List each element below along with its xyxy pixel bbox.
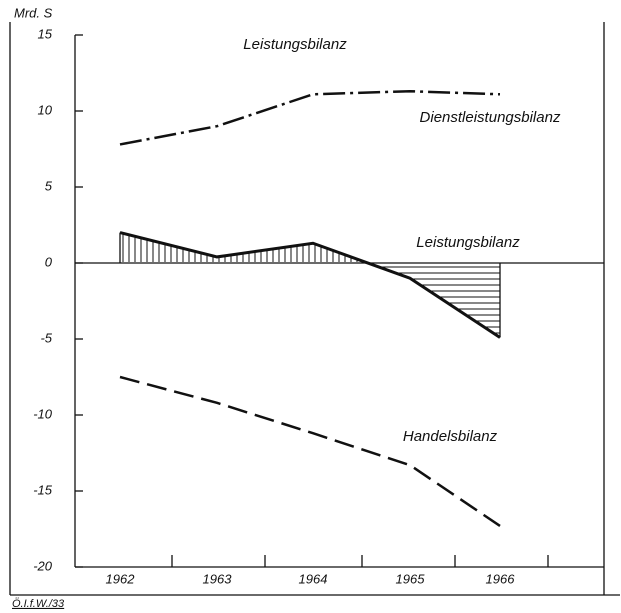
- series-label: Handelsbilanz: [403, 428, 498, 445]
- y-tick-label: -10: [33, 406, 53, 421]
- y-tick-label: -15: [33, 482, 53, 497]
- hatch-negative: [120, 262, 500, 338]
- y-tick-label: -20: [33, 558, 53, 573]
- x-tick-label: 1963: [203, 571, 233, 586]
- line: [119, 375, 501, 527]
- x-tick-label: 1966: [486, 571, 516, 586]
- line: [119, 89, 501, 146]
- x-tick-label: 1965: [396, 571, 426, 586]
- x-ticks: [171, 555, 549, 567]
- hatch-positive: [120, 232, 366, 262]
- source: Ö.I.f.W./33: [12, 598, 65, 610]
- y-tick-label: 10: [38, 102, 53, 117]
- y-tick-label: 5: [45, 178, 53, 193]
- series-label: Leistungsbilanz: [416, 234, 520, 251]
- x-tick-label: 1964: [299, 571, 328, 586]
- chart-title: Leistungsbilanz: [243, 36, 347, 53]
- line: [119, 231, 501, 339]
- y-tick-label: -5: [40, 330, 52, 345]
- y-axis-label: Mrd. S: [14, 5, 53, 20]
- y-tick-label: 0: [45, 254, 53, 269]
- x-tick-label: 1962: [106, 571, 136, 586]
- series-label: Dienstleistungsbilanz: [420, 109, 561, 126]
- y-tick-label: 15: [38, 26, 53, 41]
